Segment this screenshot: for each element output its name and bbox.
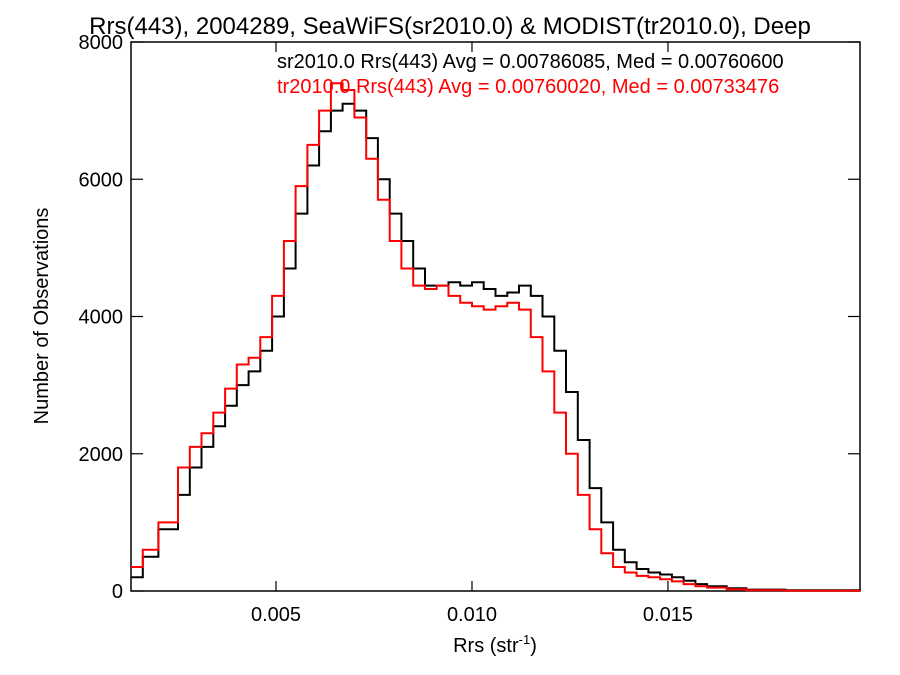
chart-title: Rrs(443), 2004289, SeaWiFS(sr2010.0) & M… [89,13,811,40]
x-axis-label: Rrs (str-1) [453,632,537,657]
x-tick-label: 0.010 [447,604,497,626]
y-tick-label: 8000 [79,32,124,54]
axis-ticks: 0.005 0.010 0.015 0 2000 4000 6000 8000 [79,32,860,626]
legend-entry-1: sr2010.0 Rrs(443) Avg = 0.00786085, Med … [277,51,784,73]
x-axis-label-main: Rrs (str [453,635,519,657]
y-axis-label: Number of Observations [31,208,53,425]
x-tick-label: 0.015 [643,604,693,626]
x-axis-label-end: ) [530,635,537,657]
y-tick-label: 2000 [79,444,124,466]
legend: sr2010.0 Rrs(443) Avg = 0.00786085, Med … [277,51,784,98]
x-axis-label-sup: -1 [519,632,531,647]
series-layer [131,82,861,592]
x-tick-label: 0.005 [251,604,301,626]
series-line-1 [131,102,861,592]
y-tick-label: 6000 [79,169,124,191]
legend-entry-2: tr2010.0 Rrs(443) Avg = 0.00760020, Med … [277,76,779,98]
series-line-2 [131,82,861,592]
y-tick-label: 0 [112,581,123,603]
y-tick-label: 4000 [79,307,124,329]
